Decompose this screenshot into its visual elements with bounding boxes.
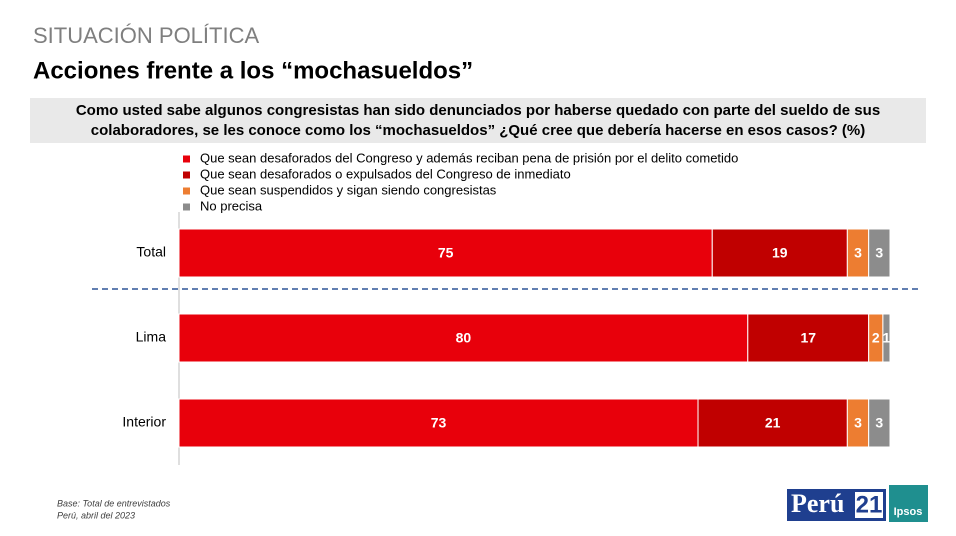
bar-segment: [178, 228, 713, 278]
bar-segment: [868, 398, 891, 448]
value-label: 21: [765, 415, 781, 431]
bar-segment: [178, 398, 699, 448]
value-label: 73: [431, 415, 447, 431]
value-label: 3: [875, 415, 883, 431]
footnote: Base: Total de entrevistados: [57, 498, 171, 508]
section-label: SITUACIÓN POLÍTICA: [33, 23, 259, 48]
legend-label: No precisa: [200, 198, 263, 213]
chart-title: Acciones frente a los “mochasueldos”: [33, 57, 473, 84]
legend-swatch: [183, 203, 190, 211]
category-label: Interior: [122, 414, 166, 430]
legend-label: Que sean desaforados o expulsados del Co…: [200, 166, 571, 181]
value-label: 3: [854, 415, 862, 431]
value-label: 80: [456, 330, 472, 346]
footnote: Perú, abril del 2023: [57, 510, 135, 520]
value-label: 3: [875, 245, 883, 261]
value-label: 17: [800, 330, 816, 346]
question: Como usted sabe algunos congresistas han…: [30, 98, 926, 143]
brand-number: 21: [856, 491, 883, 518]
legend-swatch: [183, 171, 190, 179]
partner-logo: [889, 485, 928, 522]
legend-label: Que sean suspendidos y sigan siendo cong…: [200, 182, 497, 197]
bar-segment: [697, 398, 848, 448]
category-label: Total: [136, 244, 166, 260]
partner-name: Ipsos: [894, 506, 923, 518]
legend-label: Que sean desaforados del Congreso y adem…: [200, 150, 738, 165]
brand-number-box: [855, 492, 883, 518]
value-label: 2: [872, 330, 880, 346]
bar-segment: [868, 228, 891, 278]
category-label: Lima: [136, 329, 167, 345]
bar-segment: [882, 313, 891, 363]
value-label: 1: [883, 330, 891, 346]
brand-name: Perú: [791, 489, 844, 518]
bar-segment: [747, 313, 870, 363]
value-label: 3: [854, 245, 862, 261]
bar-segment: [711, 228, 848, 278]
legend-swatch: [183, 155, 190, 163]
value-label: 75: [438, 245, 454, 261]
legend-swatch: [183, 187, 190, 195]
value-label: 19: [772, 245, 788, 261]
